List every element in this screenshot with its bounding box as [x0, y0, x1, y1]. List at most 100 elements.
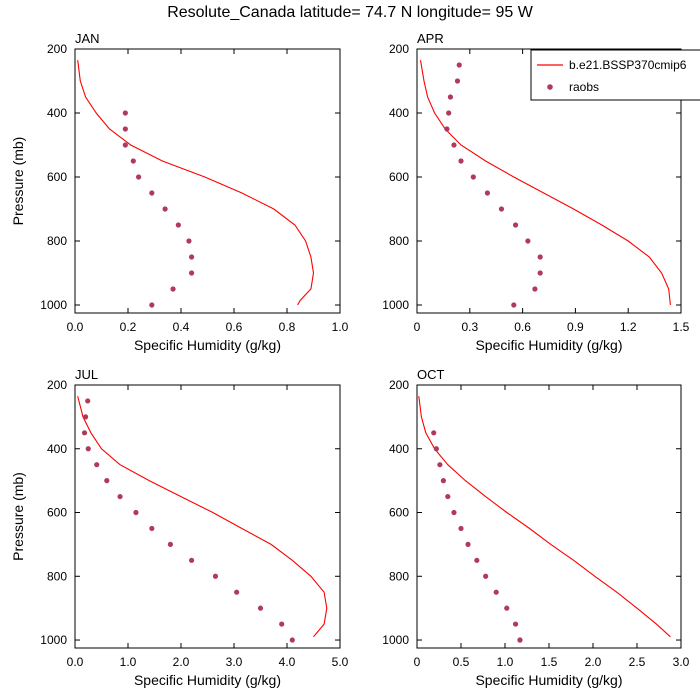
raobs-point [189, 270, 195, 276]
model-profile-line [419, 60, 671, 306]
x-tick-label: 3.0 [673, 655, 690, 669]
y-tick-label: 600 [389, 506, 409, 520]
x-tick-label: 1.0 [497, 655, 514, 669]
raobs-point [167, 541, 173, 547]
y-tick-label: 1000 [40, 298, 67, 312]
y-tick-label: 200 [389, 42, 409, 56]
raobs-point [81, 430, 88, 436]
x-tick-label: 4.0 [279, 655, 296, 669]
x-tick-label: 0.6 [226, 320, 243, 334]
raobs-point [456, 62, 462, 68]
raobs-point [186, 238, 192, 244]
raobs-point [525, 238, 531, 244]
x-tick-label: 1.0 [120, 655, 137, 669]
legend-marker-swatch [547, 84, 553, 90]
x-tick-label: 2.5 [629, 655, 646, 669]
y-tick-label: 200 [389, 378, 409, 392]
y-tick-label: 600 [47, 170, 67, 184]
raobs-point [212, 573, 219, 579]
raobs-point [454, 78, 461, 84]
legend-label: b.e21.BSSP370cmip6 [569, 58, 687, 72]
y-tick-label: 400 [389, 106, 409, 120]
plot-frame [416, 384, 682, 649]
raobs-point [440, 478, 446, 484]
x-tick-label: 2.0 [173, 655, 190, 669]
panel-apr: APR 0 0.3 0.6 0.9 1.2 1.5 200 400 600 800 1000 Speci… [382, 31, 689, 353]
y-tick-label: 600 [389, 170, 409, 184]
raobs-point [83, 414, 89, 420]
x-tick-label: 0.0 [67, 320, 84, 334]
x-tick-label: 0.6 [514, 320, 531, 334]
panel-oct: OCT 0 0.5 1.0 1.5 2.0 2.5 3.0 200 400 600 800 1000 Sp… [382, 367, 689, 688]
x-tick-label: 0 [414, 655, 421, 669]
raobs-point [446, 110, 452, 116]
y-tick-label: 1000 [382, 633, 409, 647]
raobs-point [493, 589, 499, 595]
raobs-point [512, 222, 519, 228]
x-tick-label: 0.5 [453, 655, 470, 669]
raobs-point [447, 94, 454, 100]
x-tick-label: 0.0 [67, 655, 84, 669]
x-tick-label: 1.5 [541, 655, 558, 669]
x-tick-label: 0.9 [567, 320, 584, 334]
raobs-point [444, 126, 450, 132]
x-tick-label: 3.0 [226, 655, 243, 669]
raobs-point [149, 190, 155, 196]
y-axis-label: Pressure (mb) [10, 472, 26, 561]
y-tick-label: 200 [47, 378, 67, 392]
raobs-point [136, 174, 142, 180]
y-tick-label: 600 [47, 506, 67, 520]
x-tick-label: 1.5 [673, 320, 690, 334]
y-tick-label: 400 [47, 106, 67, 120]
raobs-point [532, 286, 538, 292]
raobs-point [122, 142, 128, 148]
x-tick-label: 0.4 [173, 320, 190, 334]
raobs-point [122, 110, 128, 116]
raobs-point [122, 126, 128, 132]
raobs-point [257, 605, 264, 611]
x-tick-label: 5.0 [332, 655, 349, 669]
raobs-point [517, 637, 523, 643]
raobs-point [465, 541, 471, 547]
raobs-point [458, 525, 464, 532]
panel-title: JAN [75, 31, 100, 46]
panel-title: APR [417, 31, 444, 46]
raobs-point [537, 254, 543, 260]
raobs-point [470, 174, 476, 180]
panel-title: OCT [417, 367, 445, 382]
x-tick-label: 0.2 [120, 320, 137, 334]
x-axis-label: Specific Humidity (g/kg) [475, 672, 622, 688]
y-tick-label: 800 [47, 569, 67, 583]
panel-jan: JAN 0.0 0.2 0.4 0.6 0.8 1.0 200 400 600 800 1000 Spe… [10, 31, 349, 353]
x-axis-label: Specific Humidity (g/kg) [475, 337, 622, 353]
y-tick-label: 400 [47, 442, 67, 456]
x-tick-label: 1.0 [332, 320, 349, 334]
x-tick-label: 0.3 [461, 320, 478, 334]
x-axis-label: Specific Humidity (g/kg) [134, 337, 281, 353]
raobs-point [130, 158, 136, 164]
x-tick-label: 2.0 [585, 655, 602, 669]
raobs-point [149, 525, 155, 532]
raobs-point [537, 270, 543, 276]
model-profile-line [77, 396, 328, 638]
raobs-point [189, 254, 195, 260]
y-tick-label: 800 [389, 234, 409, 248]
y-tick-label: 800 [47, 234, 67, 248]
x-tick-label: 0.8 [279, 320, 296, 334]
raobs-point [133, 509, 139, 516]
raobs-point [437, 462, 443, 468]
x-axis-label: Specific Humidity (g/kg) [134, 672, 281, 688]
x-tick-label: 1.2 [620, 320, 637, 334]
raobs-point [170, 286, 176, 292]
legend-label: raobs [569, 80, 599, 94]
raobs-point [85, 446, 91, 452]
raobs-point [474, 557, 480, 563]
raobs-point [175, 222, 181, 228]
raobs-point [104, 478, 110, 484]
panel-jul: JUL 0.0 1.0 2.0 3.0 4.0 5.0 200 400 600 800 1000 Spe… [10, 367, 349, 688]
plot-frame [74, 384, 341, 649]
y-tick-label: 200 [47, 42, 67, 56]
raobs-point [149, 302, 155, 308]
y-tick-label: 800 [389, 569, 409, 583]
raobs-point [512, 621, 519, 627]
